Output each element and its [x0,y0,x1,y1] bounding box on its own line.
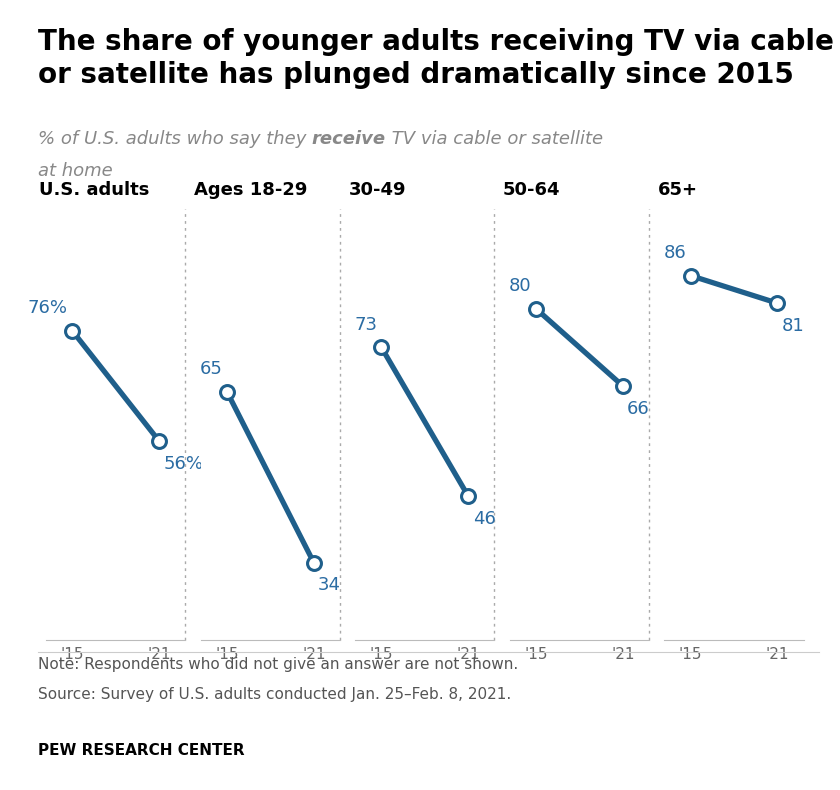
Text: 46: 46 [473,510,496,529]
Text: Source: Survey of U.S. adults conducted Jan. 25–Feb. 8, 2021.: Source: Survey of U.S. adults conducted … [38,687,511,702]
Text: Ages 18-29: Ages 18-29 [194,182,307,199]
Text: 65: 65 [200,359,223,378]
Text: 50-64: 50-64 [503,182,560,199]
Text: The share of younger adults receiving TV via cable
or satellite has plunged dram: The share of younger adults receiving TV… [38,28,833,89]
Text: % of U.S. adults who say they: % of U.S. adults who say they [38,130,312,149]
Text: 30-49: 30-49 [349,182,406,199]
Text: TV via cable or satellite: TV via cable or satellite [386,130,603,149]
Text: 73: 73 [354,315,377,333]
Text: 81: 81 [782,317,805,335]
Text: 76%: 76% [28,299,68,317]
Text: 34: 34 [318,577,341,594]
Text: U.S. adults: U.S. adults [39,182,150,199]
Text: PEW RESEARCH CENTER: PEW RESEARCH CENTER [38,743,244,758]
Text: at home: at home [38,162,113,180]
Text: 65+: 65+ [658,182,697,199]
Text: 56%: 56% [164,455,203,473]
Text: 66: 66 [627,400,650,418]
Text: 86: 86 [664,244,686,261]
Text: Note: Respondents who did not give an answer are not shown.: Note: Respondents who did not give an an… [38,657,518,672]
Text: receive: receive [312,130,386,149]
Text: 80: 80 [509,277,532,295]
